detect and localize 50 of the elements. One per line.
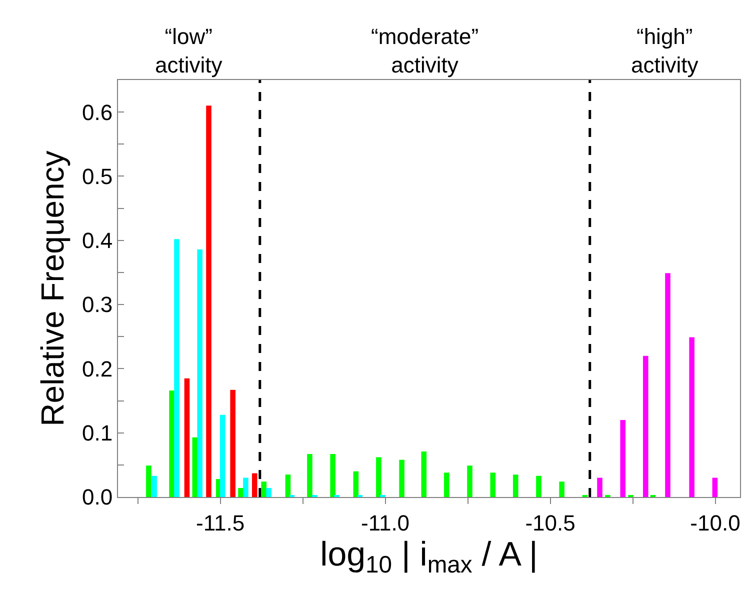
bar [307, 454, 312, 497]
y-tick-label: 0.4 [82, 228, 113, 254]
bar [620, 420, 626, 497]
bar [559, 482, 564, 497]
bar [266, 488, 272, 497]
y-tick-label: 0.3 [82, 292, 113, 318]
bar [536, 476, 542, 497]
bar [490, 472, 496, 497]
bar [206, 106, 212, 497]
bar [330, 454, 336, 497]
x-tick-label: -10.0 [690, 510, 740, 536]
bar [467, 466, 472, 497]
x-tick-label: -10.5 [525, 510, 576, 536]
bar [261, 482, 266, 497]
bar [169, 390, 174, 497]
bar [152, 476, 157, 497]
y-tick-label: 0.0 [82, 484, 113, 510]
bar [243, 478, 248, 497]
bar [444, 472, 450, 497]
bar [285, 474, 291, 497]
y-tick-label: 0.5 [82, 164, 113, 189]
bar [220, 414, 226, 497]
bar [174, 239, 180, 497]
y-tick-label: 0.2 [82, 356, 113, 382]
y-tick-label: 0.1 [82, 420, 113, 446]
bar [238, 488, 244, 497]
bar [512, 474, 518, 497]
text: “high” activity [631, 24, 698, 78]
text: “moderate” activity [371, 24, 479, 78]
y-tick-label: 0.6 [82, 100, 113, 125]
bar [665, 273, 670, 497]
bar [399, 460, 404, 497]
bar [192, 437, 198, 497]
bar [146, 466, 152, 497]
x-tick-label: -11.0 [361, 510, 410, 536]
text: “low” activity [155, 24, 222, 78]
bar [376, 457, 382, 497]
bar [230, 390, 236, 497]
bar [421, 451, 427, 497]
bar [197, 249, 202, 497]
bar [642, 356, 648, 497]
x-tick-label: -11.5 [196, 510, 245, 536]
bar [252, 473, 258, 497]
bar [184, 378, 190, 497]
x-axis-title: log$_{10}$ | i$_{max}$ / A | [320, 535, 538, 579]
y-axis-title: Relative Frequency [34, 150, 70, 426]
bar [353, 471, 359, 497]
bar [597, 478, 602, 497]
bar [689, 337, 694, 497]
bar [712, 478, 718, 497]
